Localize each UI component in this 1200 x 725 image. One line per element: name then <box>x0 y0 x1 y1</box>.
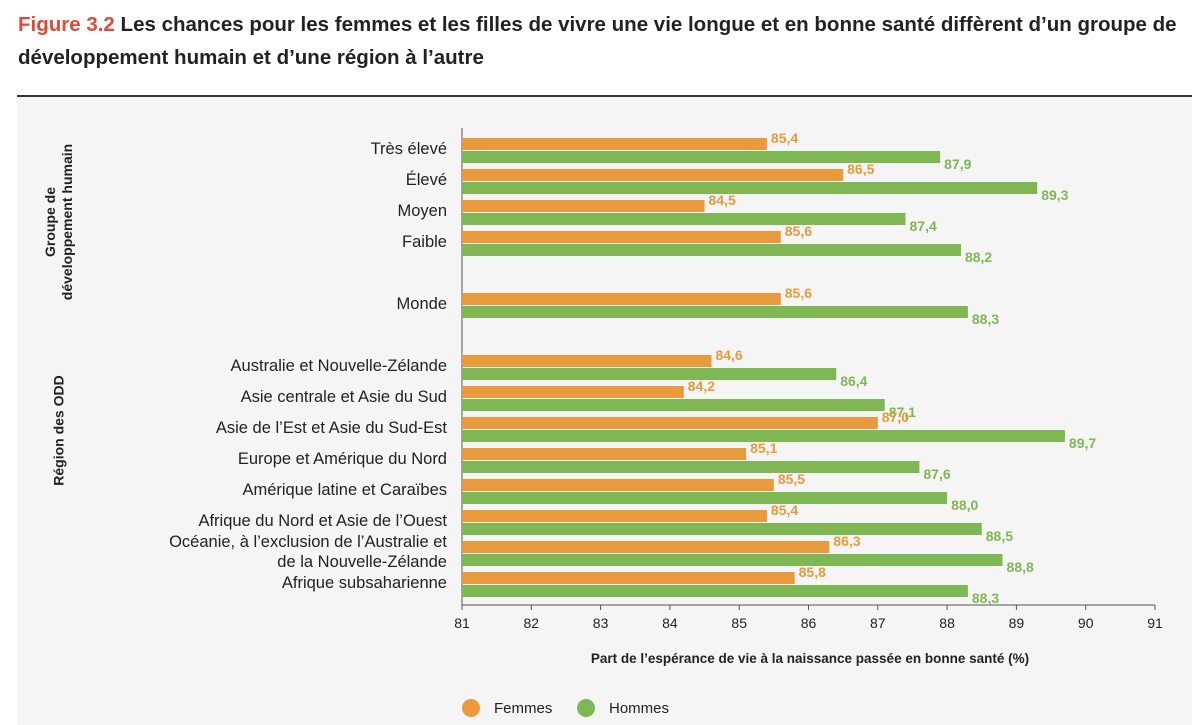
data-label-hommes: 87,6 <box>923 466 950 482</box>
data-label-hommes: 87,9 <box>944 156 971 172</box>
bar-hommes <box>462 399 885 411</box>
chart-title: Figure 3.2 Les chances pour les femmes e… <box>18 8 1188 74</box>
bar-hommes <box>462 461 920 473</box>
bar-femmes <box>462 448 747 460</box>
x-tick-label: 91 <box>1147 615 1163 631</box>
bar-hommes <box>462 244 961 256</box>
x-tick-label: 82 <box>524 615 540 631</box>
category-label: Océanie, à l’exclusion de l’Australie et… <box>169 533 447 571</box>
title-divider <box>17 95 1192 97</box>
bar-hommes <box>462 523 982 535</box>
category-label: Asie de l’Est et Asie du Sud-Est <box>216 419 448 437</box>
legend-femmes-label: Femmes <box>494 699 553 717</box>
data-label-hommes: 87,1 <box>889 404 916 420</box>
data-label-femmes: 85,1 <box>750 440 777 456</box>
legend-femmes-swatch <box>462 699 480 717</box>
category-label: Faible <box>402 233 447 251</box>
category-label: Très élevé <box>371 140 447 158</box>
bar-femmes <box>462 572 795 584</box>
x-tick-label: 81 <box>454 615 470 631</box>
category-label: Europe et Amérique du Nord <box>238 450 447 468</box>
bar-hommes <box>462 430 1065 442</box>
bar-hommes <box>462 585 968 597</box>
data-label-femmes: 86,3 <box>833 533 860 549</box>
data-label-femmes: 87,0 <box>882 409 909 425</box>
data-label-hommes: 88,3 <box>972 590 999 606</box>
bar-femmes <box>462 231 781 243</box>
category-label: Afrique du Nord et Asie de l’Ouest <box>198 512 447 530</box>
data-label-femmes: 85,6 <box>785 285 812 301</box>
legend-hommes: Hommes <box>577 699 669 717</box>
bar-femmes <box>462 355 712 367</box>
bar-hommes <box>462 182 1038 194</box>
data-label-femmes: 84,5 <box>709 192 736 208</box>
x-tick-label: 86 <box>801 615 817 631</box>
data-label-hommes: 87,4 <box>910 218 937 234</box>
bar-hommes <box>462 151 941 163</box>
bar-femmes <box>462 138 767 150</box>
data-label-hommes: 89,3 <box>1041 187 1068 203</box>
bar-femmes <box>462 293 781 305</box>
data-label-femmes: 85,5 <box>778 471 805 487</box>
data-label-hommes: 88,2 <box>965 249 992 265</box>
figure-number: Figure 3.2 <box>18 13 115 36</box>
category-label: Moyen <box>397 202 447 220</box>
x-tick-label: 87 <box>870 615 886 631</box>
category-label: Asie centrale et Asie du Sud <box>241 388 447 406</box>
category-label: Afrique subsaharienne <box>282 574 447 592</box>
bar-hommes <box>462 492 948 504</box>
bar-femmes <box>462 479 774 491</box>
data-label-femmes: 85,6 <box>785 223 812 239</box>
x-tick-label: 90 <box>1078 615 1094 631</box>
x-tick-label: 85 <box>731 615 747 631</box>
data-label-femmes: 86,5 <box>847 161 874 177</box>
data-label-hommes: 88,3 <box>972 311 999 327</box>
bar-femmes <box>462 169 844 181</box>
bar-femmes <box>462 200 705 212</box>
data-label-femmes: 85,8 <box>799 564 826 580</box>
bar-femmes <box>462 417 878 429</box>
bar-hommes <box>462 554 1003 566</box>
bar-femmes <box>462 541 830 553</box>
category-label: Amérique latine et Caraïbes <box>242 481 447 499</box>
bar-hommes <box>462 368 837 380</box>
x-axis-title: Part de l’espérance de vie à la naissanc… <box>590 651 1030 666</box>
category-label: Australie et Nouvelle-Zélande <box>231 357 447 375</box>
data-label-femmes: 84,6 <box>715 347 742 363</box>
x-tick-label: 88 <box>939 615 955 631</box>
data-label-femmes: 84,2 <box>688 378 715 394</box>
data-label-hommes: 88,8 <box>1007 559 1034 575</box>
category-label: Élevé <box>406 170 447 189</box>
x-tick-label: 84 <box>662 615 678 631</box>
x-tick-label: 89 <box>1009 615 1025 631</box>
figure-title-text: Les chances pour les femmes et les fille… <box>18 13 1177 69</box>
bar-hommes <box>462 306 968 318</box>
bar-femmes <box>462 510 767 522</box>
data-label-femmes: 85,4 <box>771 130 798 146</box>
data-label-hommes: 89,7 <box>1069 435 1096 451</box>
legend-hommes-label: Hommes <box>609 699 670 717</box>
legend-femmes: Femmes <box>462 699 552 717</box>
x-tick-label: 83 <box>593 615 609 631</box>
bar-femmes <box>462 386 684 398</box>
data-label-hommes: 88,5 <box>986 528 1013 544</box>
legend-hommes-swatch <box>577 699 595 717</box>
data-label-femmes: 85,4 <box>771 502 798 518</box>
data-label-hommes: 88,0 <box>951 497 978 513</box>
category-label: Monde <box>397 295 447 313</box>
data-label-hommes: 86,4 <box>840 373 867 389</box>
bar-hommes <box>462 213 906 225</box>
